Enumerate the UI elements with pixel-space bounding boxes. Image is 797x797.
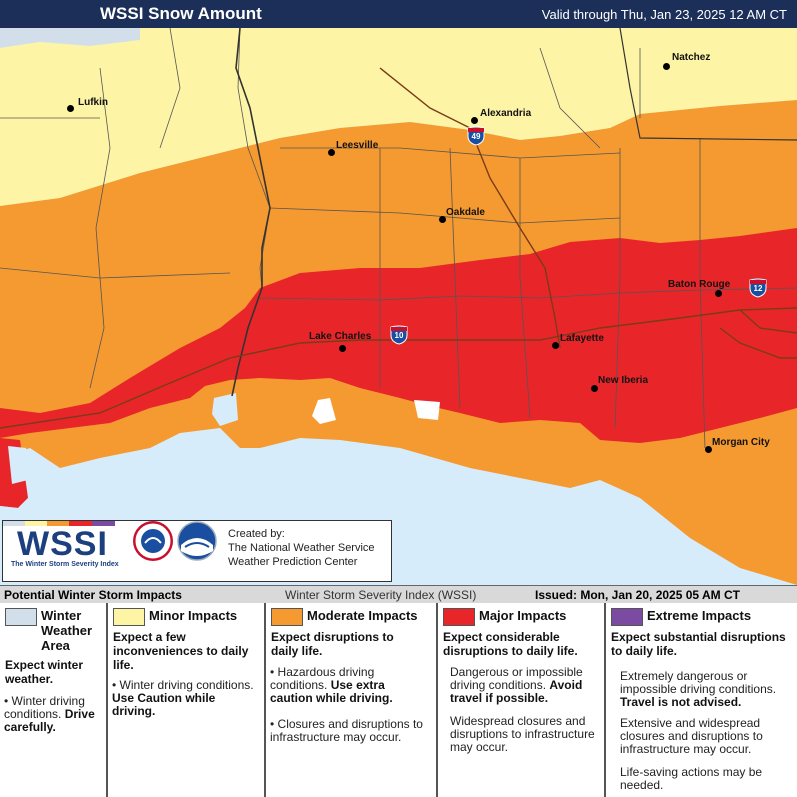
issued-time: Issued: Mon, Jan 20, 2025 05 AM CT — [535, 588, 740, 602]
legend-label: Minor Impacts — [149, 608, 238, 623]
city-label-lafayette: Lafayette — [560, 333, 604, 344]
map-area[interactable]: Lufkin Alexandria Natchez Leesville Oakd… — [0, 28, 797, 585]
nws-seal-icon — [133, 521, 173, 561]
legend-bullet: Widespread closures and disruptions to i… — [450, 714, 595, 754]
interstate-12-shield-icon: 12 — [748, 278, 768, 298]
legend-moderate: Moderate Impacts Expect disruptions to d… — [266, 603, 438, 797]
city-dot — [715, 290, 722, 297]
legend-bullet: Life-saving actions may be needed. — [620, 765, 763, 792]
legend-bullet: • Closures and disruptions to infrastruc… — [270, 717, 423, 744]
credits-text: Created by: The National Weather Service… — [228, 528, 375, 568]
legend-label: Extreme Impacts — [647, 608, 752, 623]
wssi-name: Winter Storm Severity Index (WSSI) — [285, 588, 477, 602]
sabine-lake — [8, 446, 28, 484]
legend-bullet: • Winter driving conditions. Use Caution… — [112, 678, 254, 718]
legend-bullet: Extremely dangerous or impossible drivin… — [620, 669, 777, 709]
legend-swatch — [271, 608, 303, 626]
city-label-alexandria: Alexandria — [480, 108, 532, 119]
legend-bullet: • Hazardous driving conditions. Use extr… — [270, 665, 393, 705]
map-title: WSSI Snow Amount — [100, 4, 262, 23]
city-label-new-iberia: New Iberia — [598, 375, 649, 386]
city-dot — [67, 105, 74, 112]
legend-lead: Expect disruptions to daily life. — [271, 630, 394, 658]
legend-winter-weather: Winter Weather Area Expect winter weathe… — [0, 603, 108, 797]
wssi-color-bar — [3, 521, 115, 526]
legend-label: Winter Weather Area — [41, 608, 93, 653]
city-dot — [328, 149, 335, 156]
city-label-lufkin: Lufkin — [78, 97, 108, 108]
valid-time: Valid through Thu, Jan 23, 2025 12 AM CT — [541, 7, 787, 22]
legend-extreme: Extreme Impacts Expect substantial disru… — [606, 603, 797, 797]
legend-swatch — [113, 608, 145, 626]
wssi-logo-subtitle: The Winter Storm Severity Index — [11, 561, 119, 568]
state-border — [231, 28, 271, 397]
city-label-leesville: Leesville — [336, 140, 379, 151]
wssi-logo: WSSI — [17, 525, 108, 563]
city-dot — [339, 345, 346, 352]
city-label-baton-rouge: Baton Rouge — [668, 279, 731, 290]
legend-lead: Expect substantial disruptions to daily … — [611, 630, 786, 658]
legend-bullet: Dangerous or impossible driving conditio… — [450, 665, 583, 705]
legend-major: Major Impacts Expect considerable disrup… — [438, 603, 606, 797]
winter-weather-region — [0, 28, 140, 48]
city-dot — [471, 117, 478, 124]
header-bar: WSSI Snow Amount Valid through Thu, Jan … — [0, 0, 797, 28]
no-impact-pocket — [414, 400, 440, 420]
legend-label: Major Impacts — [479, 608, 567, 623]
legend-swatch — [611, 608, 643, 626]
county-boundaries — [0, 28, 797, 449]
legend-bullet: Extensive and widespread closures and di… — [620, 716, 763, 756]
calcasieu-lake — [212, 393, 238, 426]
city-label-oakdale: Oakdale — [446, 207, 485, 218]
info-strip: Potential Winter Storm Impacts Winter St… — [0, 585, 797, 604]
legend-label: Moderate Impacts — [307, 608, 418, 623]
legend-lead: Expect a few inconveniences to daily lif… — [113, 630, 249, 672]
city-dot — [591, 385, 598, 392]
interstate-10-shield-icon: 10 — [389, 325, 409, 345]
no-impact-pocket — [312, 398, 336, 424]
state-border-ms — [619, 28, 797, 141]
city-dot — [439, 216, 446, 223]
legend-swatch — [443, 608, 475, 626]
city-label-lake-charles: Lake Charles — [309, 331, 372, 342]
legend-lead: Expect considerable disruptions to daily… — [443, 630, 578, 658]
city-label-natchez: Natchez — [672, 52, 711, 63]
interstate-49-shield-icon: 49 — [466, 126, 486, 146]
city-dot — [705, 446, 712, 453]
legend-bullet: • Winter driving conditions. Drive caref… — [4, 694, 95, 734]
noaa-seal-icon — [177, 521, 217, 561]
city-dot — [663, 63, 670, 70]
legend-minor: Minor Impacts Expect a few inconvenience… — [108, 603, 266, 797]
city-label-morgan-city: Morgan City — [712, 437, 770, 448]
credits-box: WSSI The Winter Storm Severity Index Cre… — [2, 520, 392, 582]
map-canvas — [0, 28, 797, 585]
impacts-heading: Potential Winter Storm Impacts — [4, 588, 182, 602]
minor-impacts-region — [0, 28, 797, 206]
legend-lead: Expect winter weather. — [5, 658, 84, 686]
impact-legend: Winter Weather Area Expect winter weathe… — [0, 603, 797, 797]
city-dot — [552, 342, 559, 349]
legend-swatch — [5, 608, 37, 626]
